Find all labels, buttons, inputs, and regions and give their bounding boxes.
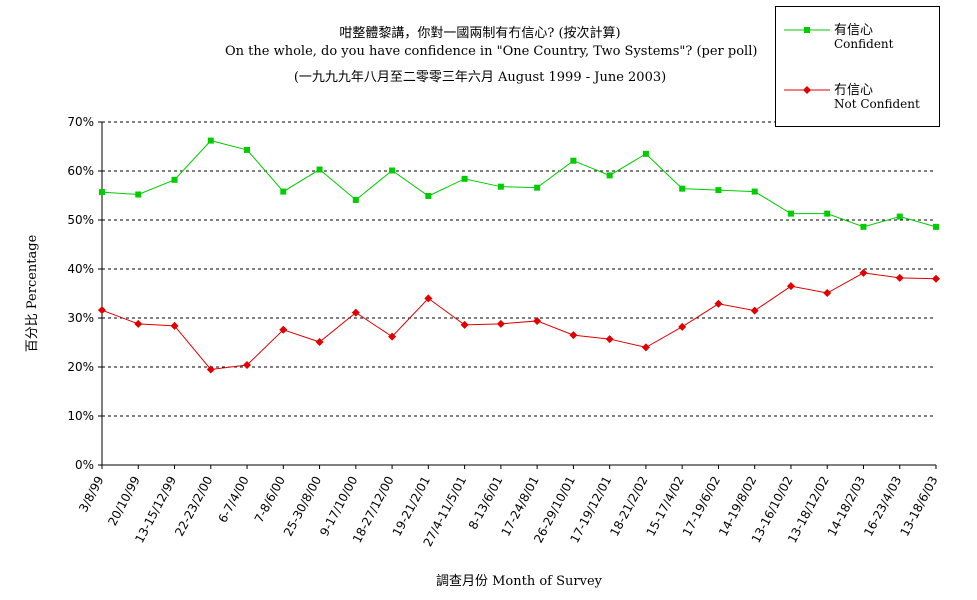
data-point-confident bbox=[570, 157, 577, 164]
series-line-confident bbox=[101, 140, 937, 228]
x-tick-label: 13-18/6/03 bbox=[897, 474, 940, 539]
x-tick-label: 9-17/10/00 bbox=[317, 474, 360, 539]
y-tick-label: 0% bbox=[75, 458, 94, 472]
data-point-confident bbox=[461, 175, 468, 182]
y-tick-label: 10% bbox=[67, 409, 94, 423]
x-tick-label: 25-30/8/00 bbox=[281, 474, 324, 539]
legend-item-not-confident: 冇信心 Not Confident bbox=[776, 79, 941, 119]
data-point-confident bbox=[316, 166, 323, 173]
legend: 有信心 Confident 冇信心 Not Confident bbox=[775, 6, 940, 127]
legend-label-not-confident-en: Not Confident bbox=[834, 97, 920, 111]
x-tick-label: 3/8/99 bbox=[76, 474, 106, 515]
data-point-not-confident bbox=[641, 343, 650, 352]
chart-title-english: On the whole, do you have confidence in … bbox=[225, 44, 758, 59]
y-axis-label: 百分比 Percentage bbox=[25, 234, 40, 352]
chart-title-chinese: 咁整體黎講，你對一國兩制有冇信心? (按次計算) bbox=[339, 26, 621, 41]
data-point-not-confident bbox=[170, 321, 179, 330]
y-tick-label: 30% bbox=[67, 311, 94, 325]
data-point-confident bbox=[171, 176, 178, 183]
data-point-not-confident bbox=[460, 320, 469, 329]
x-tick-label: 22-23/2/00 bbox=[172, 474, 215, 539]
data-point-not-confident bbox=[605, 335, 614, 344]
series-line-not-confident bbox=[101, 272, 937, 370]
x-tick-label: 6-7/4/00 bbox=[216, 474, 252, 525]
chart-title-period: (一九九九年八月至二零零三年六月 August 1999 - June 2003… bbox=[293, 70, 667, 85]
data-point-confident bbox=[135, 191, 142, 198]
x-tick-label: 17-24/8/01 bbox=[498, 474, 541, 539]
y-tick-label: 40% bbox=[67, 262, 94, 276]
x-tick-label: 16-23/4/03 bbox=[861, 474, 904, 539]
x-tick-label: 15-17/4/02 bbox=[644, 474, 687, 539]
data-point-confident bbox=[715, 187, 722, 194]
legend-swatch-confident bbox=[784, 27, 830, 33]
legend-swatch-not-confident bbox=[784, 86, 830, 94]
x-tick-label: 7-8/6/00 bbox=[252, 474, 288, 525]
data-point-confident bbox=[642, 150, 649, 157]
x-tick-label: 17-19/6/02 bbox=[680, 474, 723, 539]
legend-label-confident-zh: 有信心 bbox=[834, 23, 874, 38]
data-point-not-confident bbox=[786, 282, 795, 291]
data-point-not-confident bbox=[714, 299, 723, 308]
data-point-confident bbox=[280, 188, 287, 195]
y-tick-label: 20% bbox=[67, 360, 94, 374]
data-point-confident bbox=[933, 223, 939, 230]
data-point-not-confident bbox=[859, 268, 868, 277]
y-tick-label: 70% bbox=[67, 115, 94, 129]
x-tick-label: 20/10/99 bbox=[105, 474, 143, 528]
x-tick-label: 8-13/6/01 bbox=[466, 474, 506, 532]
data-point-confident bbox=[860, 223, 867, 230]
data-point-confident bbox=[787, 210, 794, 217]
data-point-not-confident bbox=[315, 338, 324, 347]
data-point-not-confident bbox=[496, 319, 505, 328]
y-tick-label: 60% bbox=[67, 164, 94, 178]
y-tick-label: 50% bbox=[67, 213, 94, 227]
data-point-not-confident bbox=[823, 289, 832, 298]
legend-label-not-confident-zh: 冇信心 bbox=[834, 83, 874, 98]
x-tick-label: 14-19/8/02 bbox=[716, 474, 759, 539]
data-point-not-confident bbox=[98, 306, 106, 315]
x-tick-label: 14-18/2/03 bbox=[825, 474, 868, 539]
data-point-not-confident bbox=[206, 365, 215, 374]
data-point-not-confident bbox=[279, 325, 288, 334]
data-point-confident bbox=[244, 146, 251, 153]
data-point-confident bbox=[824, 210, 831, 217]
data-point-confident bbox=[425, 192, 432, 199]
data-point-not-confident bbox=[351, 308, 360, 317]
data-point-confident bbox=[389, 167, 396, 174]
data-point-not-confident bbox=[388, 332, 397, 341]
legend-item-confident: 有信心 Confident bbox=[776, 19, 941, 59]
data-point-not-confident bbox=[895, 273, 904, 282]
x-axis-label: 調查月份 Month of Survey bbox=[436, 574, 603, 589]
data-point-not-confident bbox=[569, 331, 578, 340]
data-point-not-confident bbox=[134, 319, 143, 328]
data-point-confident bbox=[497, 183, 504, 190]
data-point-not-confident bbox=[932, 274, 940, 283]
data-point-not-confident bbox=[750, 306, 759, 315]
data-point-not-confident bbox=[678, 322, 687, 331]
data-point-confident bbox=[99, 189, 105, 196]
data-point-confident bbox=[751, 188, 758, 195]
data-point-confident bbox=[896, 213, 903, 220]
data-point-confident bbox=[534, 184, 541, 191]
data-point-confident bbox=[352, 196, 359, 203]
data-point-not-confident bbox=[533, 316, 542, 325]
data-point-confident bbox=[679, 185, 686, 192]
data-point-confident bbox=[606, 172, 613, 179]
x-tick-label: 18-21/2/02 bbox=[607, 474, 650, 539]
x-tick-label: 19-21/2/01 bbox=[390, 474, 433, 539]
legend-label-confident-en: Confident bbox=[834, 37, 894, 51]
data-point-confident bbox=[207, 137, 214, 144]
data-point-not-confident bbox=[424, 294, 433, 303]
data-point-not-confident bbox=[243, 361, 252, 370]
